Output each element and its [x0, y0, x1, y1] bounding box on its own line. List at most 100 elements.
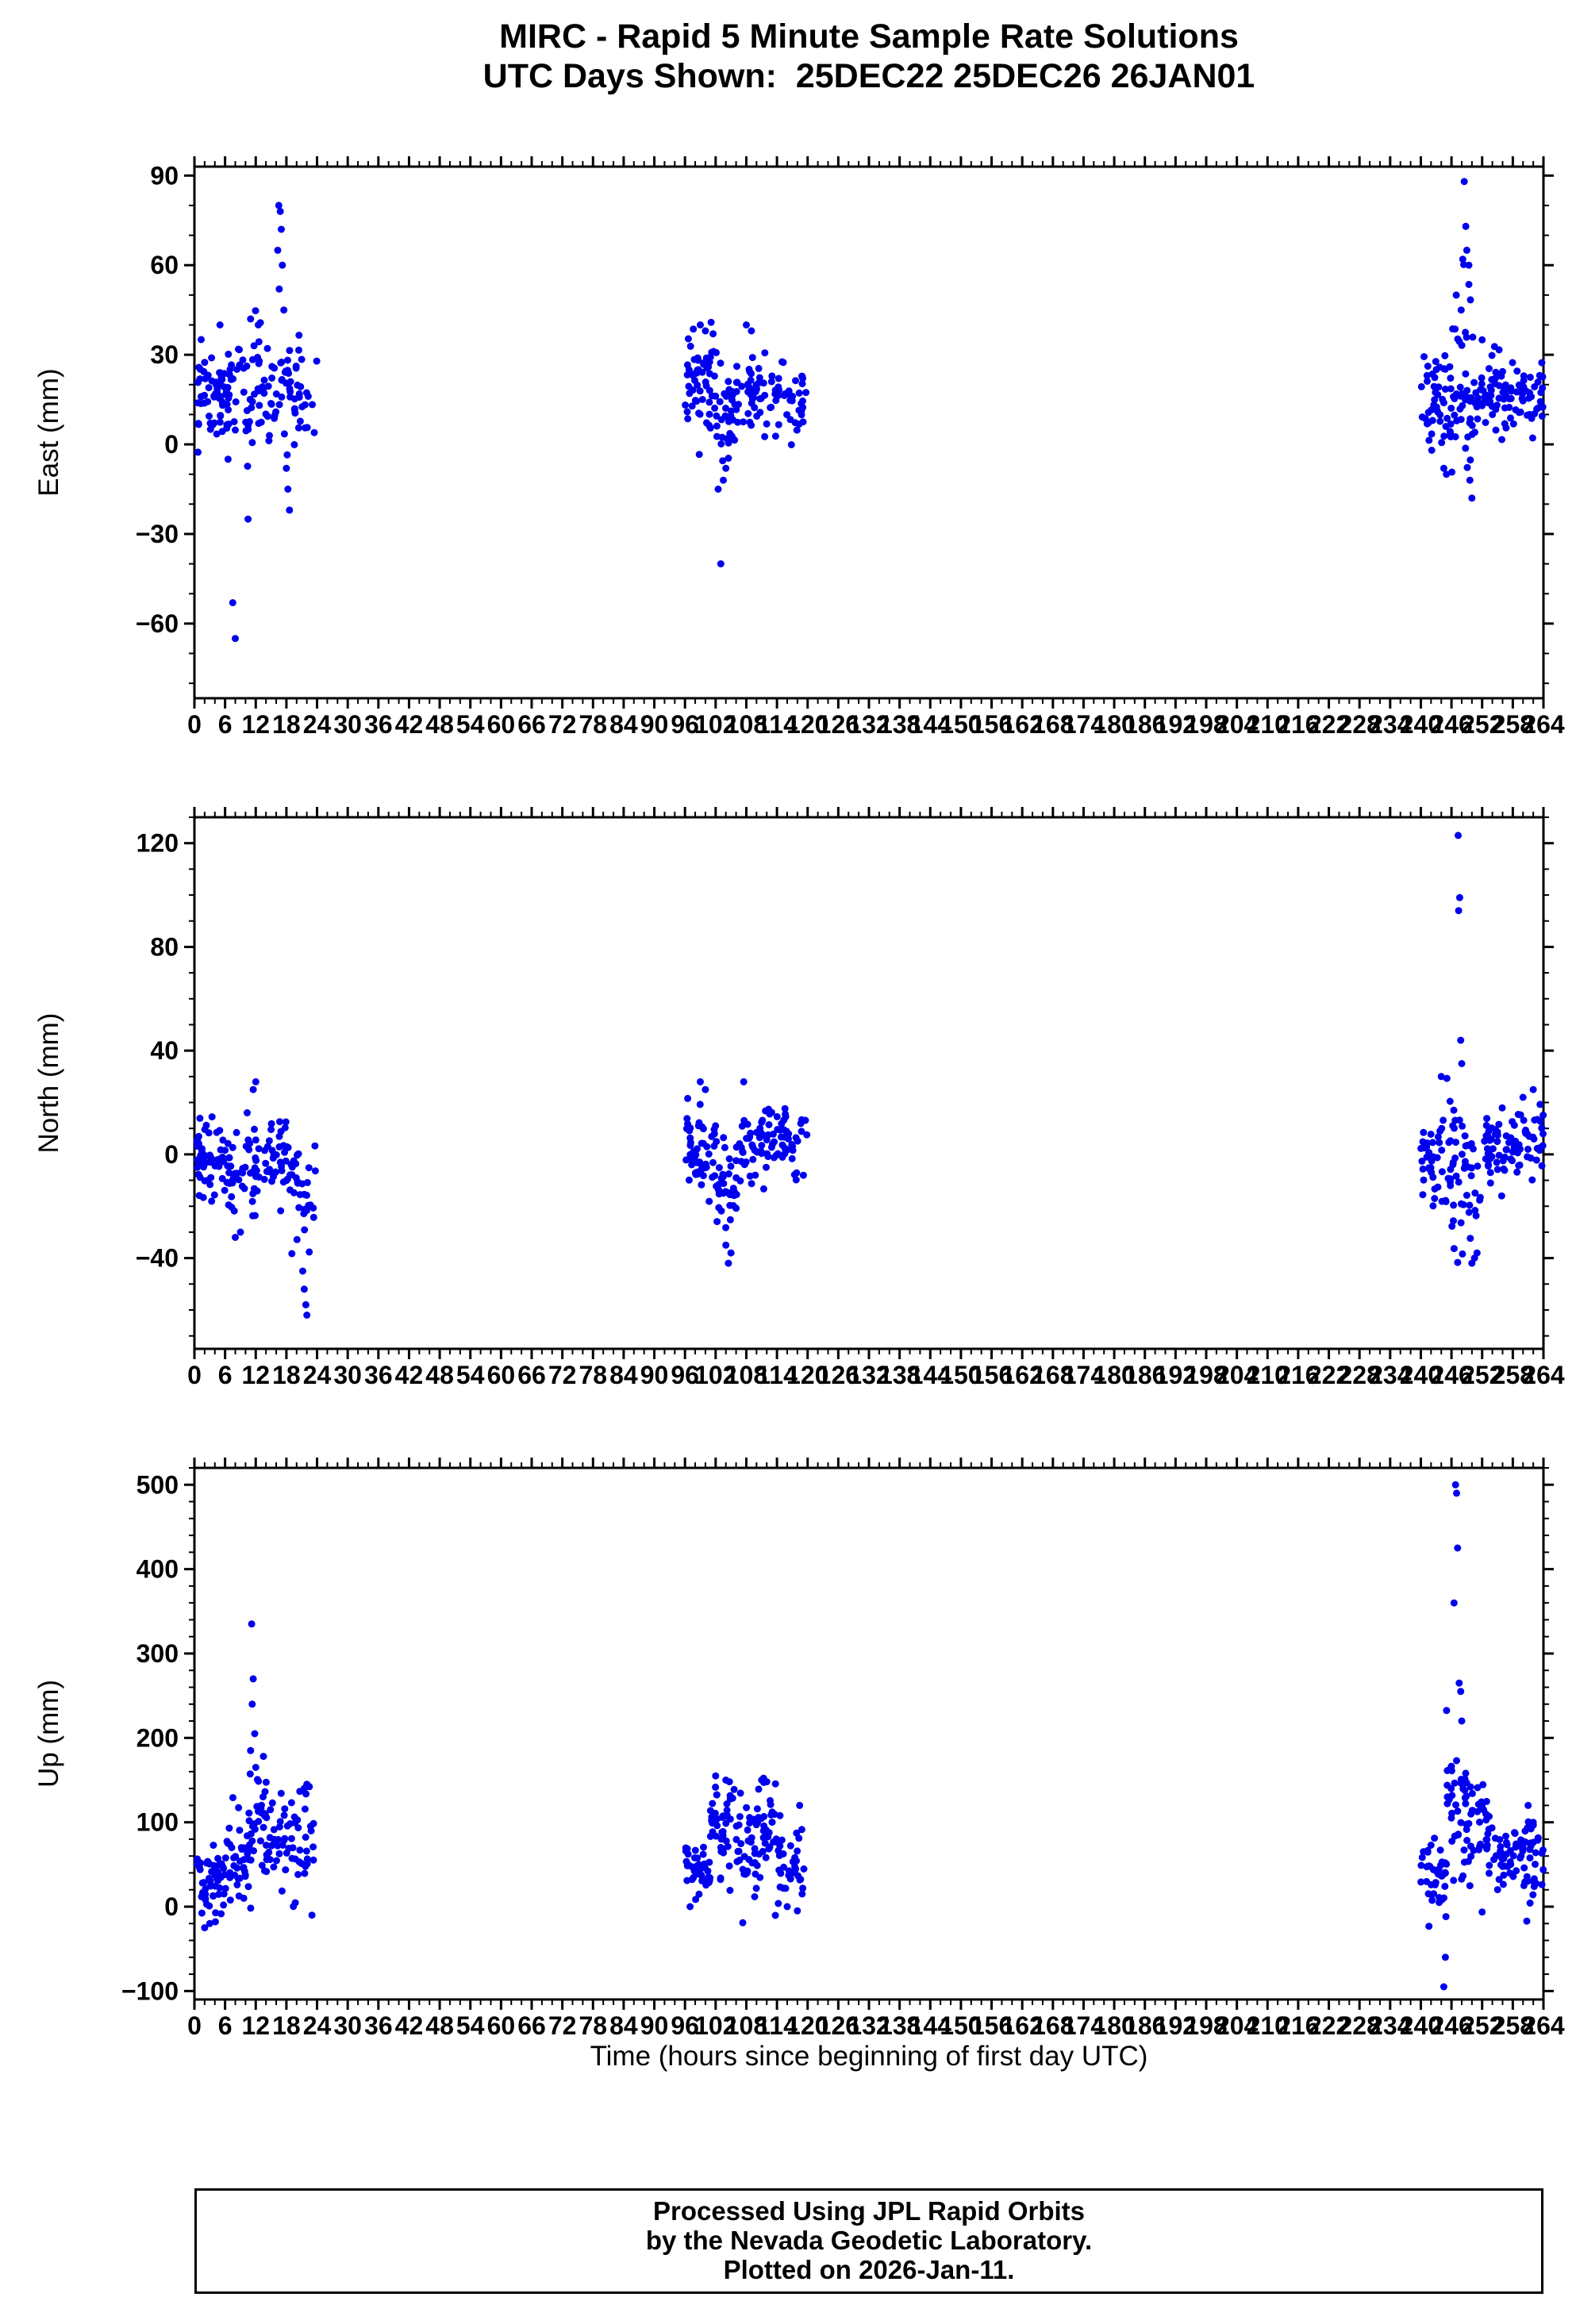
- svg-text:180: 180: [1093, 2011, 1135, 2040]
- svg-text:18: 18: [272, 2011, 301, 2040]
- axis-ticks: [184, 1458, 1554, 2010]
- svg-text:174: 174: [1063, 710, 1105, 739]
- svg-text:246: 246: [1430, 2011, 1472, 2040]
- svg-text:234: 234: [1369, 1361, 1412, 1389]
- svg-text:54: 54: [456, 1361, 485, 1389]
- svg-text:120: 120: [786, 710, 828, 739]
- svg-text:108: 108: [725, 710, 767, 739]
- svg-text:186: 186: [1124, 1361, 1166, 1389]
- svg-text:78: 78: [579, 1361, 607, 1389]
- svg-text:78: 78: [579, 710, 607, 739]
- svg-text:54: 54: [456, 710, 485, 739]
- svg-text:42: 42: [395, 1361, 424, 1389]
- svg-text:228: 228: [1338, 2011, 1380, 2040]
- svg-text:90: 90: [150, 161, 179, 190]
- svg-text:0: 0: [187, 2011, 202, 2040]
- svg-text:162: 162: [1001, 1361, 1043, 1389]
- svg-text:−30: −30: [136, 520, 179, 548]
- svg-text:48: 48: [425, 710, 454, 739]
- svg-text:102: 102: [694, 710, 736, 739]
- axis-ticks: [184, 156, 1554, 709]
- svg-text:30: 30: [333, 710, 362, 739]
- svg-text:210: 210: [1247, 2011, 1289, 2040]
- svg-text:96: 96: [671, 2011, 699, 2040]
- svg-text:54: 54: [456, 2011, 485, 2040]
- plot-title-line1: MIRC - Rapid 5 Minute Sample Rate Soluti…: [499, 17, 1239, 56]
- svg-text:204: 204: [1216, 2011, 1259, 2040]
- svg-text:−40: −40: [136, 1244, 179, 1273]
- svg-text:84: 84: [609, 2011, 638, 2040]
- svg-text:162: 162: [1001, 710, 1043, 739]
- svg-text:174: 174: [1063, 1361, 1105, 1389]
- scatter-points: [193, 832, 1547, 1319]
- svg-text:84: 84: [609, 1361, 638, 1389]
- svg-text:240: 240: [1400, 2011, 1442, 2040]
- svg-text:66: 66: [517, 2011, 546, 2040]
- svg-text:198: 198: [1185, 1361, 1227, 1389]
- caption-line2: by the Nevada Geodetic Laboratory.: [645, 2226, 1093, 2255]
- svg-text:120: 120: [136, 829, 179, 858]
- svg-text:150: 150: [940, 2011, 982, 2040]
- svg-text:90: 90: [640, 1361, 669, 1389]
- svg-text:198: 198: [1185, 710, 1227, 739]
- svg-text:0: 0: [164, 430, 179, 459]
- svg-text:−60: −60: [136, 609, 179, 638]
- svg-text:222: 222: [1308, 2011, 1350, 2040]
- svg-text:198: 198: [1185, 2011, 1227, 2040]
- svg-text:144: 144: [909, 2011, 952, 2040]
- svg-text:40: 40: [150, 1036, 179, 1065]
- svg-text:6: 6: [218, 710, 233, 739]
- svg-text:156: 156: [971, 710, 1013, 739]
- svg-text:162: 162: [1001, 2011, 1043, 2040]
- svg-text:12: 12: [241, 1361, 270, 1389]
- svg-text:150: 150: [940, 710, 982, 739]
- svg-text:186: 186: [1124, 2011, 1166, 2040]
- svg-text:30: 30: [333, 2011, 362, 2040]
- svg-text:30: 30: [150, 340, 179, 369]
- svg-text:200: 200: [136, 1723, 179, 1752]
- svg-text:222: 222: [1308, 1361, 1350, 1389]
- svg-text:138: 138: [878, 1361, 921, 1389]
- svg-text:12: 12: [241, 2011, 270, 2040]
- svg-text:138: 138: [878, 2011, 921, 2040]
- svg-text:150: 150: [940, 1361, 982, 1389]
- svg-text:168: 168: [1032, 2011, 1074, 2040]
- svg-text:252: 252: [1461, 1361, 1503, 1389]
- svg-text:228: 228: [1338, 710, 1380, 739]
- svg-text:30: 30: [333, 1361, 362, 1389]
- svg-text:90: 90: [640, 710, 669, 739]
- svg-text:114: 114: [756, 1361, 798, 1389]
- svg-text:222: 222: [1308, 710, 1350, 739]
- svg-text:18: 18: [272, 710, 301, 739]
- svg-text:216: 216: [1277, 1361, 1319, 1389]
- scatter-points: [194, 178, 1547, 643]
- svg-text:66: 66: [517, 710, 546, 739]
- svg-text:192: 192: [1155, 2011, 1197, 2040]
- svg-text:204: 204: [1216, 1361, 1259, 1389]
- svg-text:78: 78: [579, 2011, 607, 2040]
- svg-text:60: 60: [150, 251, 179, 279]
- svg-text:186: 186: [1124, 710, 1166, 739]
- svg-text:114: 114: [756, 2011, 798, 2040]
- caption-line1: Processed Using JPL Rapid Orbits: [652, 2196, 1086, 2226]
- svg-text:144: 144: [909, 1361, 952, 1389]
- svg-text:234: 234: [1369, 710, 1412, 739]
- svg-text:246: 246: [1430, 1361, 1472, 1389]
- svg-text:132: 132: [848, 2011, 890, 2040]
- svg-text:400: 400: [136, 1555, 179, 1584]
- svg-text:240: 240: [1400, 710, 1442, 739]
- svg-text:168: 168: [1032, 1361, 1074, 1389]
- svg-text:0: 0: [164, 1892, 179, 1921]
- north-axis-label: North (mm): [33, 1012, 64, 1154]
- svg-text:36: 36: [364, 2011, 393, 2040]
- svg-text:216: 216: [1277, 2011, 1319, 2040]
- svg-text:500: 500: [136, 1470, 179, 1499]
- svg-text:0: 0: [164, 1140, 179, 1169]
- axis-ticks: [184, 807, 1554, 1359]
- svg-text:264: 264: [1522, 710, 1565, 739]
- svg-text:102: 102: [694, 1361, 736, 1389]
